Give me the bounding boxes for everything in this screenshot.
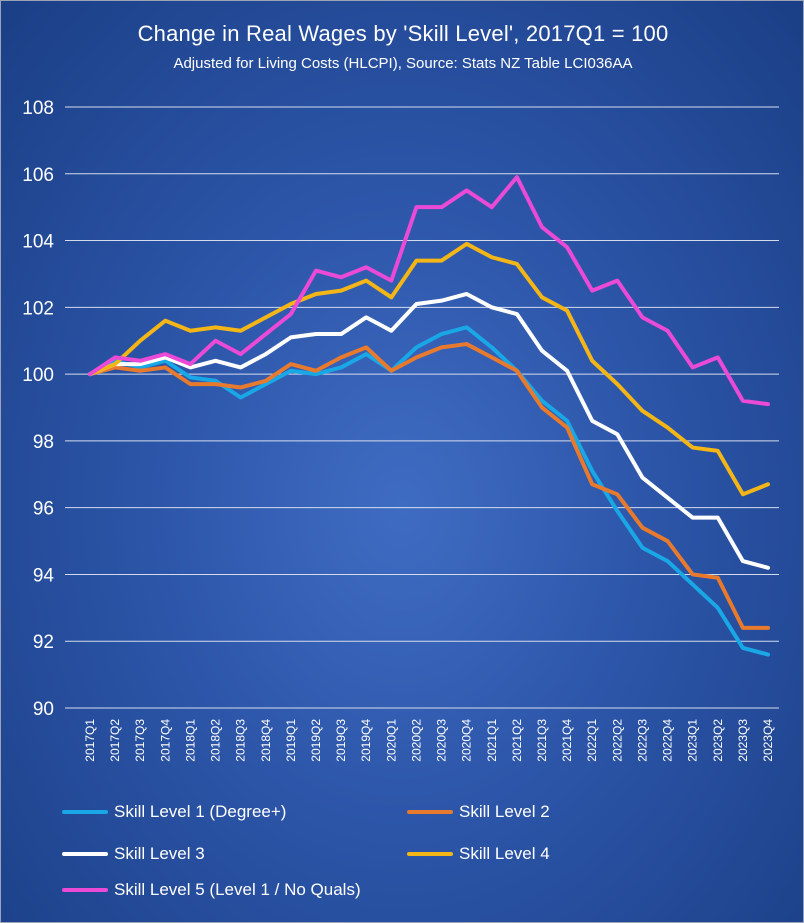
x-tick-label: 2017Q2 [108,719,122,762]
x-tick-label: 2018Q4 [259,719,273,762]
legend-item: Skill Level 3 [62,842,392,866]
x-tick-label: 2023Q4 [761,719,775,762]
legend-label: Skill Level 5 (Level 1 / No Quals) [114,880,361,899]
x-tick-label: 2018Q1 [183,719,197,762]
y-tick-label: 96 [33,499,54,520]
legend-item: Skill Level 2 [407,800,737,824]
legend-label: Skill Level 2 [459,802,550,821]
x-tick-label: 2022Q1 [585,719,599,762]
legend-swatch [62,810,108,814]
x-tick-label: 2022Q4 [661,719,675,762]
y-tick-label: 100 [22,365,54,386]
series-line-3 [88,291,770,570]
x-tick-label: 2019Q4 [359,719,373,762]
y-tick-label: 92 [33,632,54,653]
x-tick-label: 2019Q1 [284,719,298,762]
legend-swatch [62,888,108,892]
gridlines [65,106,779,709]
y-tick-label: 90 [33,699,54,720]
series-line-1 [88,325,770,657]
legend-item: Skill Level 5 (Level 1 / No Quals) [62,878,392,902]
x-tick-label: 2018Q2 [209,719,223,762]
x-tick-label: 2021Q1 [485,719,499,762]
x-axis-tick-labels: 2017Q1 2017Q2 2017Q3 2017Q4 2018Q1 2018Q2 2018… [83,719,775,762]
x-tick-label: 2017Q1 [83,719,97,762]
x-tick-label: 2020Q1 [384,719,398,762]
x-tick-label: 2019Q3 [334,719,348,762]
legend-label: Skill Level 1 (Degree+) [114,802,287,821]
x-tick-label: 2022Q3 [635,719,649,762]
x-tick-label: 2021Q3 [535,719,549,762]
series-line-2 [88,342,770,630]
y-tick-label: 94 [33,565,55,586]
x-tick-label: 2017Q4 [158,719,172,762]
chart-subtitle: Adjusted for Living Costs (HLCPI), Sourc… [173,55,633,72]
y-axis-tick-labels: 90 92 94 96 98 100 102 104 106 108 [22,98,54,720]
y-tick-label: 108 [22,98,54,119]
legend-item: Skill Level 1 (Degree+) [62,800,392,824]
series-line-5 [88,175,770,407]
y-tick-label: 98 [33,432,54,453]
x-tick-label: 2023Q3 [736,719,750,762]
y-tick-label: 104 [22,232,54,253]
chart-title: Change in Real Wages by 'Skill Level', 2… [137,21,669,46]
x-tick-label: 2023Q2 [711,719,725,762]
legend-label: Skill Level 4 [459,844,550,863]
series-lines [88,175,770,657]
legend-swatch [407,810,453,814]
series-line-4 [88,241,770,497]
x-tick-label: 2020Q4 [460,719,474,762]
legend-item: Skill Level 4 [407,842,737,866]
x-tick-label: 2017Q3 [133,719,147,762]
x-tick-label: 2020Q2 [409,719,423,762]
y-tick-label: 102 [22,298,54,319]
legend-swatch [62,852,108,856]
x-tick-label: 2023Q1 [686,719,700,762]
y-tick-label: 106 [22,165,54,186]
x-tick-label: 2021Q2 [510,719,524,762]
x-tick-label: 2019Q2 [309,719,323,762]
x-tick-label: 2021Q4 [560,719,574,762]
legend-swatch [407,852,453,856]
x-tick-label: 2022Q2 [610,719,624,762]
legend-label: Skill Level 3 [114,844,205,863]
x-tick-label: 2020Q3 [435,719,449,762]
x-tick-label: 2018Q3 [234,719,248,762]
